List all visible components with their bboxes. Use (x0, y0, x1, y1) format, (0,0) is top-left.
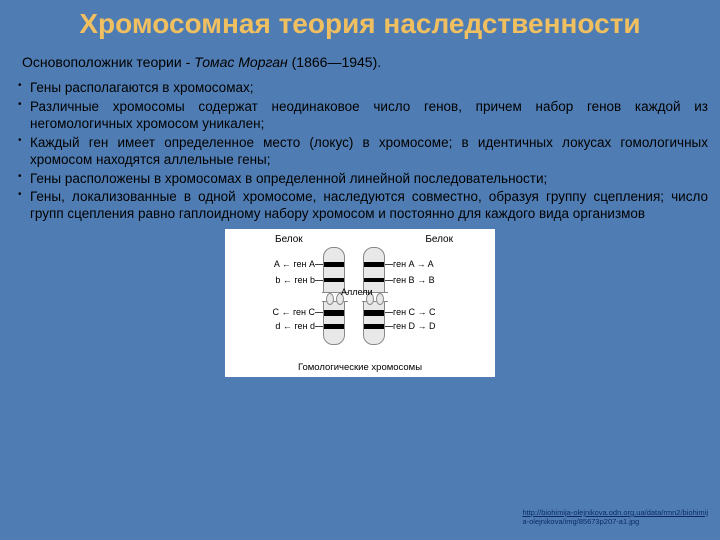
gene-label-right-a: ген A → A (393, 259, 434, 269)
gene-label-left-a: A ← ген A (243, 259, 315, 269)
subtitle-person: Томас Морган (194, 54, 288, 70)
list-item: Каждый ген имеет определенное место (лок… (22, 135, 708, 169)
list-item: Различные хромосомы содержат неодинаково… (22, 99, 708, 133)
subtitle-dates: (1866—1945). (288, 54, 381, 70)
protein-label-right: Белок (425, 234, 453, 245)
subtitle: Основоположник теории - Томас Морган (18… (0, 50, 720, 80)
gene-label-left-c: C ← ген C (243, 307, 315, 317)
gene-label-left-d: d ← ген d (243, 321, 315, 331)
citation: http://biohimija-olejnikova.odn.org.ua/d… (522, 508, 708, 526)
subtitle-prefix: Основоположник теории - (22, 54, 194, 70)
chromosome-diagram: Белок Белок A ← ген A b ← ген b C ← ген … (225, 229, 495, 377)
citation-link[interactable]: http://biohimija-olejnikova.odn.org.ua/d… (522, 508, 708, 517)
protein-label-left: Белок (275, 234, 303, 245)
gene-label-left-b: b ← ген b (243, 275, 315, 285)
gene-label-right-b: ген B → B (393, 275, 435, 285)
list-item: Гены, локализованные в одной хромосоме, … (22, 189, 708, 223)
citation-tail: a-olejnikova/img/85673p207-a1.jpg (522, 517, 639, 526)
diagram-caption: Гомологические хромосомы (225, 362, 495, 373)
bullet-list: Гены располагаются в хромосомах; Различн… (0, 80, 720, 223)
alleles-label: Аллели (341, 287, 373, 297)
list-item: Гены располагаются в хромосомах; (22, 80, 708, 97)
gene-label-right-c: ген C → C (393, 307, 436, 317)
list-item: Гены расположены в хромосомах в определе… (22, 171, 708, 188)
slide-title: Хромосомная теория наследственности (0, 0, 720, 50)
gene-label-right-d: ген D → D (393, 321, 436, 331)
